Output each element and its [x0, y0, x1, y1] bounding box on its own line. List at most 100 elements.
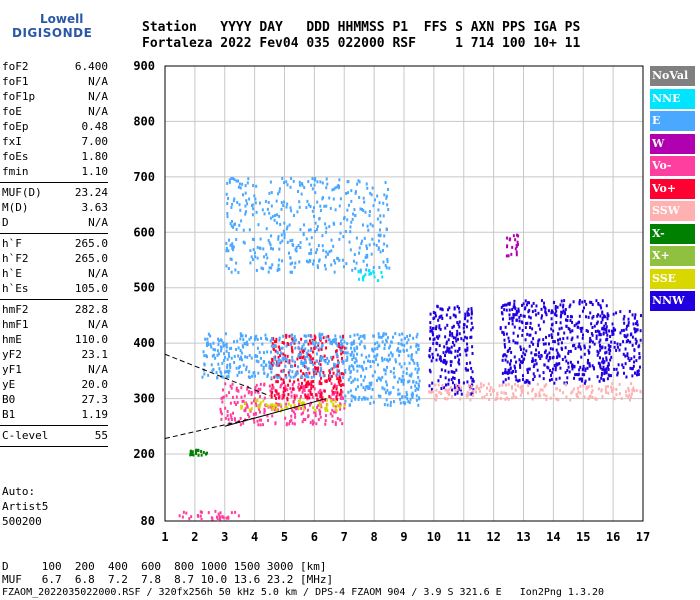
data-point-ssw — [571, 390, 574, 394]
data-point-nnw-13 — [507, 302, 510, 306]
data-point-nnw-14 — [599, 314, 602, 318]
data-point-nnw-13 — [526, 368, 529, 372]
data-point-nnw-14 — [596, 329, 599, 333]
data-point-scatter-high — [316, 266, 319, 270]
data-point-scatter-high — [278, 214, 281, 218]
data-point-spread-8 — [381, 375, 384, 379]
legend-item-vo: Vo- — [650, 156, 695, 176]
data-point-nnw-14 — [583, 381, 586, 385]
data-point-f-trace — [303, 406, 306, 410]
data-point-nnw-13 — [517, 307, 520, 311]
data-point-spread-8 — [416, 371, 419, 375]
data-point-e-upper — [317, 341, 320, 345]
data-point-scatter-high — [314, 221, 317, 225]
data-point-ssw — [454, 389, 457, 393]
data-point-nnw-14 — [578, 299, 581, 303]
data-point-nnw-14 — [574, 373, 577, 377]
data-point-nnw-16 — [631, 313, 634, 317]
data-point-nnw-10 — [462, 326, 465, 330]
data-point-scatter-high — [358, 246, 361, 250]
data-point-scatter-high — [245, 199, 248, 203]
data-point-nnw-16 — [627, 323, 630, 327]
data-point-scatter-high — [317, 244, 320, 248]
data-point-nne-5 — [368, 269, 371, 273]
data-point-nnw-14 — [577, 321, 580, 325]
data-point-ssw — [625, 394, 628, 398]
data-point-nnw-13 — [507, 321, 510, 325]
data-point-scatter-high — [229, 243, 232, 247]
data-point-spread-8 — [344, 394, 347, 398]
data-point-e-upper — [224, 370, 227, 374]
data-point-nnw-16 — [619, 331, 622, 335]
data-point-ssw — [562, 391, 565, 395]
data-point-nnw-13 — [535, 313, 538, 317]
data-point-nnw-14 — [581, 309, 584, 313]
data-point-scatter-high — [292, 179, 295, 183]
data-point-f-spread-low — [275, 390, 278, 394]
data-point-ssw — [618, 382, 621, 386]
data-point-scatter-high — [332, 221, 335, 225]
data-point-nnw-10 — [459, 388, 462, 392]
data-point-spread-8 — [376, 341, 379, 345]
data-point-nnw-10 — [430, 387, 433, 391]
data-point-nnw-13 — [500, 305, 503, 309]
legend-item-nne: NNE — [650, 88, 695, 109]
data-point-nnw-13 — [522, 302, 525, 306]
data-point-es — [207, 511, 210, 515]
data-point-nnw-10 — [458, 325, 461, 329]
data-point-nnw-13 — [542, 338, 545, 342]
data-point-nnw-14 — [570, 338, 573, 342]
data-point-nnw-13 — [542, 371, 545, 375]
data-point-nnw-13 — [513, 299, 516, 303]
data-point-e-upper — [224, 332, 227, 336]
data-point-e-upper — [217, 362, 220, 366]
data-point-nnw-16 — [607, 348, 610, 352]
data-point-e-upper — [301, 344, 304, 348]
data-point-nnw-14 — [569, 315, 572, 319]
data-point-scatter-high — [236, 200, 239, 204]
curve-profile — [164, 353, 270, 397]
data-point-nnw-14 — [586, 361, 589, 365]
data-point-f-spread-low — [288, 361, 291, 365]
data-point-spread-8 — [400, 365, 403, 369]
data-point-nnw-16 — [610, 340, 613, 344]
data-point-e-upper — [336, 354, 339, 358]
data-point-f-trace — [230, 418, 233, 422]
data-point-scatter-high — [288, 223, 291, 227]
data-point-ssw — [455, 383, 458, 387]
data-point-spread-8 — [384, 391, 387, 395]
data-point-ssw — [611, 389, 614, 393]
data-point-f-trace — [233, 417, 236, 421]
data-point-spread-8 — [349, 370, 352, 374]
data-point-f-trace — [288, 422, 291, 426]
data-point-f-trace — [317, 391, 320, 395]
data-point-nnw-10 — [429, 337, 432, 341]
data-point-spread-8 — [381, 340, 384, 344]
data-point-nnw-10 — [452, 324, 455, 328]
data-point-nnw-14 — [573, 365, 576, 369]
data-point-nnw-13 — [511, 307, 514, 311]
data-point-f-trace — [332, 410, 335, 414]
data-point-spread-8 — [352, 341, 355, 345]
data-point-f-trace — [286, 388, 289, 392]
data-point-f-spread-low — [282, 390, 285, 394]
data-point-e-upper — [314, 343, 317, 347]
data-point-nnw-10 — [453, 343, 456, 347]
param-yf2: yF2 23.1 — [2, 348, 108, 362]
data-point-nnw-13 — [505, 354, 508, 358]
data-point-scatter-high — [299, 228, 302, 232]
data-point-e-upper — [325, 335, 328, 339]
data-point-e-upper — [326, 362, 329, 366]
data-point-spread-8 — [397, 388, 400, 392]
data-point-scatter-high — [290, 176, 293, 180]
data-point-nnw-13 — [507, 336, 510, 340]
data-point-scatter-high — [292, 243, 295, 247]
data-point-f-spread-low — [316, 398, 319, 402]
data-point-nnw-14 — [571, 329, 574, 333]
data-point-nnw-13 — [525, 303, 528, 307]
data-point-f-spread-low — [309, 392, 312, 396]
data-point-ssw — [549, 396, 552, 400]
data-point-ssw — [444, 388, 447, 392]
data-point-nnw-14 — [554, 368, 557, 372]
data-point-nnw-16 — [622, 340, 625, 344]
